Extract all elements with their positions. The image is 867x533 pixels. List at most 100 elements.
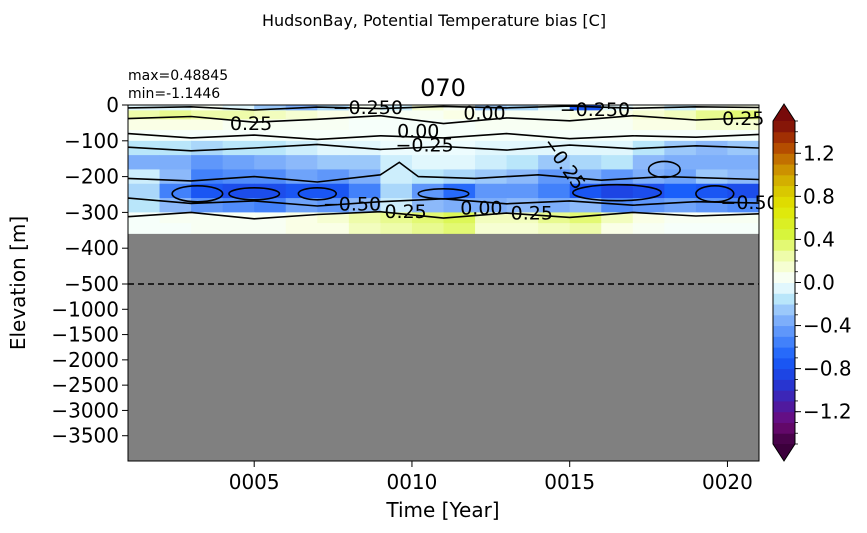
colorbar-segment bbox=[773, 239, 795, 251]
heatmap-cell bbox=[727, 212, 760, 224]
colorbar-segment bbox=[773, 357, 795, 370]
heatmap-cell bbox=[348, 130, 381, 142]
y-axis: 0 −100 −200 −300 −400 −500−1000−1500−2000−250… bbox=[51, 93, 128, 448]
heatmap-cell bbox=[632, 110, 665, 120]
contour-label: 0.25 bbox=[722, 108, 764, 130]
heatmap-cell bbox=[254, 155, 287, 171]
heatmap-cell bbox=[348, 155, 381, 171]
heatmap-cell bbox=[128, 130, 161, 142]
colorbar-segment bbox=[773, 325, 795, 337]
colorbar-segment bbox=[773, 293, 795, 305]
y-tick-label: −1000 bbox=[51, 297, 119, 321]
colorbar-segment bbox=[773, 271, 795, 283]
x-tick-label: 0015 bbox=[544, 470, 595, 494]
figure-suptitle: HudsonBay, Potential Temperature bias [C… bbox=[262, 11, 606, 30]
colorbar-segment bbox=[773, 282, 795, 294]
heatmap-cell bbox=[159, 110, 192, 120]
heatmap-cell bbox=[380, 119, 413, 131]
heatmap-cell bbox=[348, 183, 381, 199]
heatmap-cell bbox=[128, 119, 161, 131]
contour-label: 0.00 bbox=[460, 197, 502, 219]
heatmap-cell bbox=[285, 110, 318, 120]
heatmap-cell bbox=[727, 183, 760, 199]
heatmap-cell bbox=[317, 110, 350, 120]
colorbar-extend-top bbox=[773, 104, 795, 121]
heatmap-cell bbox=[538, 110, 571, 120]
colorbar-tick-label: 1.2 bbox=[803, 141, 835, 165]
heatmap-cell bbox=[222, 110, 255, 120]
heatmap-cell bbox=[569, 140, 602, 156]
heatmap-cell bbox=[285, 119, 318, 131]
heatmap-cell bbox=[443, 212, 476, 224]
heatmap-cell bbox=[475, 223, 508, 235]
heatmap-cell bbox=[411, 110, 445, 120]
heatmap-cell bbox=[664, 110, 697, 120]
y-tick-label: −2000 bbox=[51, 348, 119, 372]
colorbar-segment bbox=[773, 400, 795, 413]
heatmap-cell bbox=[475, 130, 508, 142]
heatmap-cell bbox=[191, 110, 224, 120]
y-tick-label: −400 bbox=[64, 236, 119, 260]
colorbar-segment bbox=[773, 217, 795, 230]
heatmap-cell bbox=[664, 119, 697, 131]
heatmap-cell bbox=[191, 140, 224, 156]
contour-label: 0.25 bbox=[511, 203, 553, 225]
heatmap-cell bbox=[443, 105, 476, 111]
contour-label: 0.00 bbox=[397, 120, 439, 142]
heatmap-cell bbox=[411, 130, 445, 142]
heatmap-cell bbox=[632, 223, 665, 235]
colorbar-tick-label: −0.8 bbox=[803, 357, 852, 381]
contour-loop bbox=[228, 186, 281, 201]
contour-label: −0.25 bbox=[395, 135, 453, 157]
heatmap-cell bbox=[664, 155, 697, 171]
heatmap-cell bbox=[443, 130, 476, 142]
heatmap-cell bbox=[411, 105, 445, 111]
heatmap-cell bbox=[159, 105, 192, 111]
heatmap-cell bbox=[317, 155, 350, 171]
x-tick-label: 0010 bbox=[386, 470, 437, 494]
colorbar-segment bbox=[773, 411, 795, 423]
heatmap-cell bbox=[475, 110, 508, 120]
colorbar-segment bbox=[773, 131, 795, 144]
heatmap-cell bbox=[128, 212, 161, 224]
heatmap-cell bbox=[128, 198, 161, 213]
contour-loop bbox=[171, 184, 224, 203]
heatmap-cell bbox=[159, 140, 192, 156]
heatmap-cell bbox=[601, 198, 634, 213]
heatmap-cell bbox=[128, 155, 161, 171]
heatmap-cell bbox=[475, 119, 508, 131]
colorbar-tick-label: 0.4 bbox=[803, 227, 835, 251]
heatmap-cell bbox=[569, 169, 602, 185]
heatmap-cell bbox=[601, 119, 634, 131]
heatmap-cell bbox=[506, 223, 539, 235]
heatmap-cell bbox=[285, 140, 318, 156]
y-axis-label: Elevation [m] bbox=[6, 216, 30, 350]
heatmap-cell bbox=[348, 119, 381, 131]
heatmap-cell bbox=[128, 223, 161, 235]
seafloor-mask bbox=[128, 233, 759, 461]
contour-line bbox=[127, 161, 760, 183]
heatmap-cell bbox=[538, 155, 571, 171]
chart-title: 070 bbox=[420, 74, 466, 102]
heatmap-cell bbox=[727, 223, 760, 235]
heatmap-cell bbox=[632, 212, 665, 224]
heatmap-cell bbox=[317, 223, 350, 235]
colorbar-segment bbox=[773, 196, 795, 208]
heatmap-cell bbox=[191, 155, 224, 171]
contour-loop bbox=[572, 183, 662, 202]
heatmap-cell bbox=[411, 140, 445, 156]
heatmap-cell bbox=[695, 140, 729, 156]
heatmap-cell bbox=[538, 183, 571, 199]
heatmap-cell bbox=[695, 110, 729, 120]
colorbar-tick-label: 0.0 bbox=[803, 271, 835, 295]
heatmap-cell bbox=[601, 212, 634, 224]
heatmap-cell bbox=[601, 183, 634, 199]
heatmap-cell bbox=[128, 183, 161, 199]
contour-loop bbox=[417, 187, 470, 200]
contour-label-group: 0.25−0.2500.000.00 −0.250 0.25−0.25 −0.25−0… bbox=[230, 97, 779, 225]
heatmap-cell bbox=[317, 140, 350, 156]
heatmap-cell bbox=[664, 223, 697, 235]
heatmap-cell bbox=[443, 155, 476, 171]
contour-label: −0.250 bbox=[560, 99, 630, 121]
